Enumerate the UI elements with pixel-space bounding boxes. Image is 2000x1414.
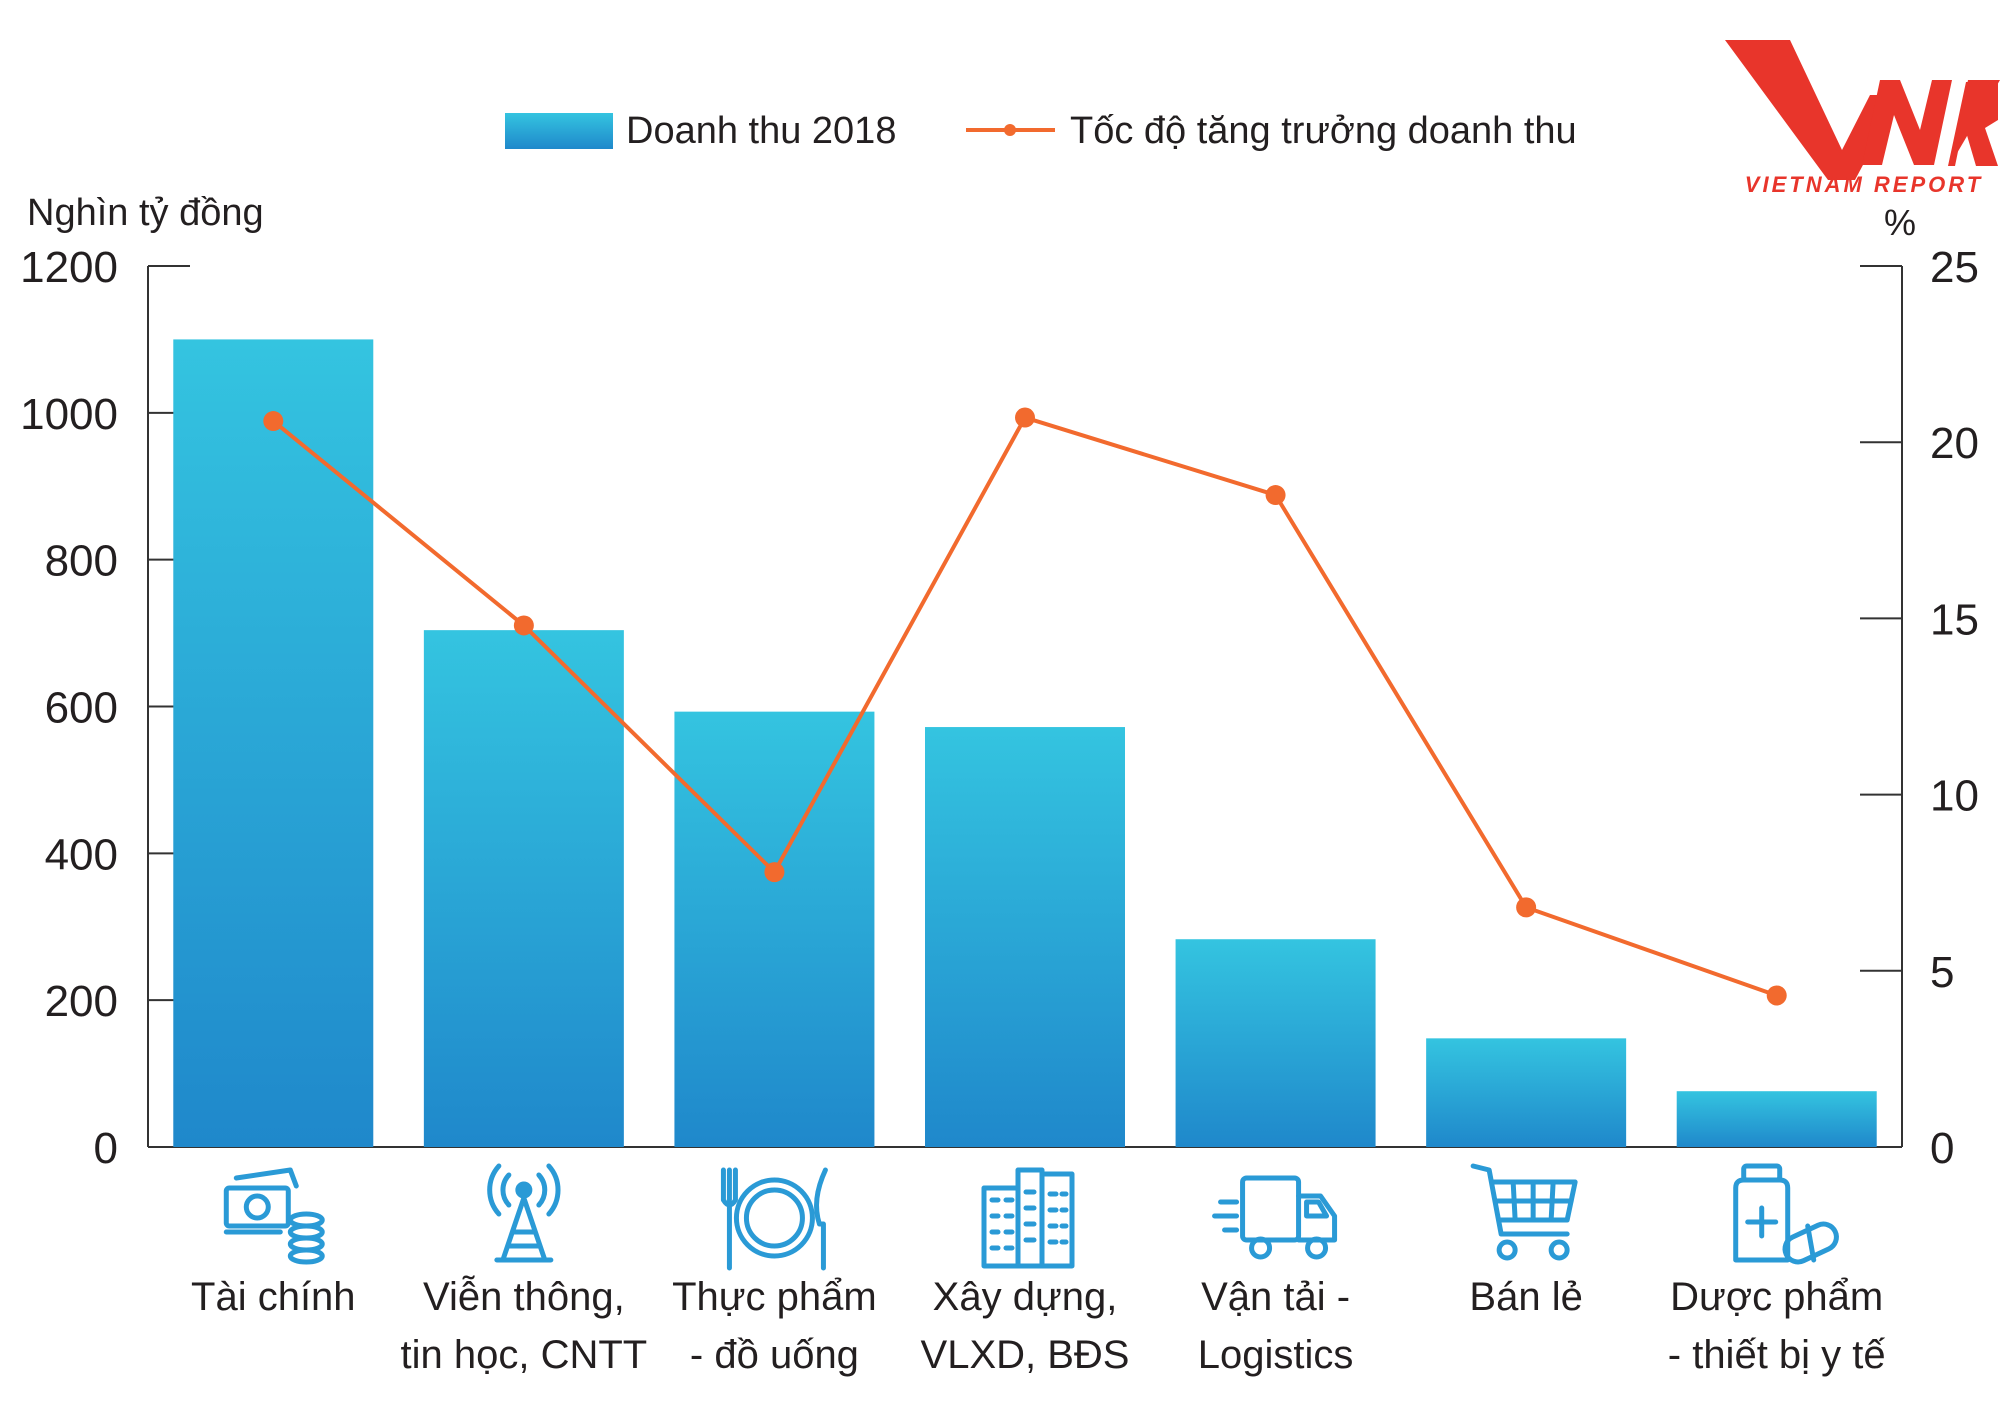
y-right-tick-label: 25 (1930, 243, 1979, 292)
x-tick-label: tin học, CNTT (400, 1333, 647, 1377)
x-tick-label: Vận tải - (1201, 1275, 1350, 1319)
vnr-logo: VIETNAM REPORT (1725, 40, 2000, 197)
category-icons (223, 1163, 1839, 1271)
y-right-tick-label: 15 (1930, 595, 1979, 644)
buildings-icon (981, 1167, 1075, 1269)
truck-icon (1212, 1175, 1338, 1260)
bar-revenue (1676, 1091, 1877, 1147)
y-right-axis-title: % (1884, 202, 1916, 243)
x-tick-label: Dược phẩm (1670, 1275, 1883, 1319)
legend: Doanh thu 2018 Tốc độ tăng trưởng doanh … (505, 110, 1577, 152)
y-right-tick-label: 0 (1930, 1124, 1954, 1173)
x-tick-label: Logistics (1198, 1333, 1354, 1377)
growth-point (764, 862, 785, 883)
bars (173, 339, 1877, 1148)
y-left-tick-label: 600 (45, 684, 118, 733)
bar-revenue (173, 339, 374, 1148)
vnr-logo-r-shape (1948, 82, 1998, 166)
x-tick-label: Bán lẻ (1469, 1275, 1582, 1319)
plate-cutlery-icon (720, 1167, 828, 1271)
y-right-tick-label: 10 (1930, 772, 1979, 821)
vnr-logo-n-letter (1862, 80, 1952, 165)
y-right-tick-label: 5 (1930, 948, 1954, 997)
legend-label-revenue: Doanh thu 2018 (626, 110, 896, 152)
x-tick-label: - thiết bị y tế (1668, 1333, 1886, 1377)
legend-label-growth: Tốc độ tăng trưởng doanh thu (1070, 110, 1577, 152)
x-tick-label: Thực phẩm (672, 1275, 877, 1319)
y-left-tick-label: 0 (94, 1124, 118, 1173)
vnr-logo-v-mark (1725, 40, 1900, 180)
y-left-axis-title: Nghìn tỷ đồng (27, 192, 264, 234)
money-icon (223, 1167, 325, 1265)
x-tick-label: VLXD, BĐS (921, 1333, 1130, 1377)
x-tick-label: - đồ uống (690, 1333, 859, 1377)
shopping-cart-icon (1470, 1163, 1578, 1261)
bar-revenue (1426, 1038, 1627, 1147)
bar-revenue (423, 630, 624, 1147)
medicine-icon (1733, 1163, 1839, 1265)
y-left-tick-label: 400 (45, 830, 118, 879)
growth-point (1265, 485, 1286, 506)
growth-point (1766, 985, 1787, 1006)
x-tick-label: Xây dựng, (933, 1275, 1118, 1319)
growth-point (263, 411, 284, 432)
bar-revenue (925, 727, 1125, 1147)
y-left-tick-label: 1200 (20, 243, 118, 292)
growth-point (513, 615, 534, 636)
x-tick-label: Tài chính (191, 1275, 356, 1319)
bar-revenue (1175, 939, 1376, 1147)
growth-point (1015, 407, 1035, 428)
bar-revenue (674, 711, 875, 1147)
y-left-tick-label: 800 (45, 537, 118, 586)
y-right-tick-label: 20 (1930, 419, 1979, 468)
x-tick-label: Viễn thông, (423, 1274, 625, 1319)
y-right-ticks: 0 5 10 15 20 25 (1860, 243, 1979, 1173)
telecom-tower-icon (487, 1163, 561, 1263)
y-left-ticks: 0 200 400 600 800 1000 1200 (20, 243, 190, 1173)
legend-swatch-growth-marker (1004, 124, 1016, 136)
y-left-tick-label: 1000 (20, 390, 118, 439)
vnr-logo-brand-name: VIETNAM REPORT (1745, 172, 1983, 197)
growth-series (263, 407, 1787, 1006)
growth-point (1516, 897, 1537, 918)
category-labels: Tài chính Viễn thông, tin học, CNTT Thực ph… (191, 1274, 1886, 1377)
legend-swatch-revenue (505, 113, 613, 149)
y-left-tick-label: 200 (45, 977, 118, 1026)
